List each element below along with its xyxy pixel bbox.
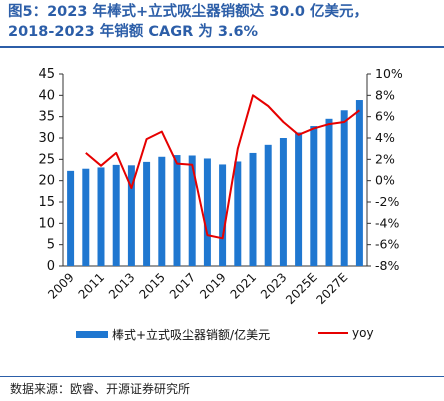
x-tick-label: 2025E	[283, 270, 320, 307]
bar	[188, 155, 196, 266]
bar	[67, 170, 75, 266]
bar	[82, 168, 90, 266]
bar	[127, 165, 135, 266]
y-right-tick-label: 8%	[375, 87, 395, 102]
y-right-tick-label: 2%	[375, 151, 395, 166]
bar	[355, 100, 363, 266]
legend-swatch-bar	[76, 331, 108, 338]
title-divider	[0, 46, 444, 48]
y-left-tick-label: 25	[38, 152, 55, 167]
chart-title-line1: 图5：2023 年棒式+立式吸尘器销额达 30.0 亿美元，	[8, 4, 369, 20]
y-left-tick-label: 15	[38, 195, 55, 210]
x-tick-label: 2011	[76, 270, 107, 301]
bar	[203, 158, 211, 266]
bar	[219, 164, 227, 266]
yoy-line	[85, 94, 361, 240]
y-left-tick-label: 0	[47, 259, 55, 274]
y-right-tick-label: 4%	[375, 130, 395, 145]
legend-item-line: yoy	[318, 326, 374, 340]
x-tick-label: 2015	[136, 270, 167, 301]
y-right-tick-label: 6%	[375, 109, 395, 124]
y-right-tick-label: -6%	[375, 237, 399, 252]
x-tick-label: 2009	[45, 270, 76, 301]
y-left-tick-label: 20	[38, 174, 55, 189]
legend-swatch-line	[318, 332, 348, 334]
bar	[340, 110, 348, 266]
y-right-tick-label: 0%	[375, 173, 395, 188]
bar	[97, 167, 105, 266]
chart-title: 图5：2023 年棒式+立式吸尘器销额达 30.0 亿美元， 2018-2023…	[8, 2, 438, 42]
bar	[310, 126, 318, 266]
bar	[173, 155, 181, 266]
bar	[112, 164, 120, 266]
y-left-tick-label: 5	[47, 238, 55, 253]
bar	[158, 156, 166, 266]
x-tick-label: 2017	[167, 270, 198, 301]
y-right-tick-label: -2%	[375, 194, 399, 209]
bar	[249, 152, 257, 266]
source-note: 数据来源：欧睿、开源证券研究所	[10, 382, 191, 396]
legend-label-bar: 棒式+立式吸尘器销额/亿美元	[112, 328, 271, 342]
bar	[279, 138, 287, 266]
bar	[295, 132, 303, 266]
y-left-tick-label: 40	[38, 88, 55, 103]
x-tick-label: 2021	[228, 270, 259, 301]
y-right-tick-label: -8%	[375, 258, 399, 273]
x-tick-label: 2013	[106, 270, 137, 301]
legend-label-line: yoy	[352, 326, 374, 340]
y-left-tick-label: 45	[38, 67, 55, 82]
x-tick-label: 2027E	[313, 270, 350, 307]
y-left-tick-label: 30	[38, 131, 55, 146]
y-right-tick-label: -4%	[375, 215, 399, 230]
chart-canvas: 0 5 10 15 20 25 30 35 40 45 -8% -6% -4% -2% 0% 2% 4% 6% 8%…	[38, 66, 403, 307]
bar	[264, 144, 272, 266]
legend-item-bar: 棒式+立式吸尘器销额/亿美元	[76, 326, 270, 343]
y-right-tick-label: 10%	[375, 66, 403, 81]
x-tick-label: 2019	[197, 270, 228, 301]
source-divider	[0, 376, 444, 377]
y-left-tick-label: 35	[38, 110, 55, 125]
chart-title-line2: 2018-2023 年销额 CAGR 为 3.6%	[8, 24, 259, 40]
y-left-tick-label: 10	[38, 216, 55, 231]
bar	[234, 161, 242, 266]
bar	[143, 161, 151, 266]
bar	[325, 118, 333, 266]
